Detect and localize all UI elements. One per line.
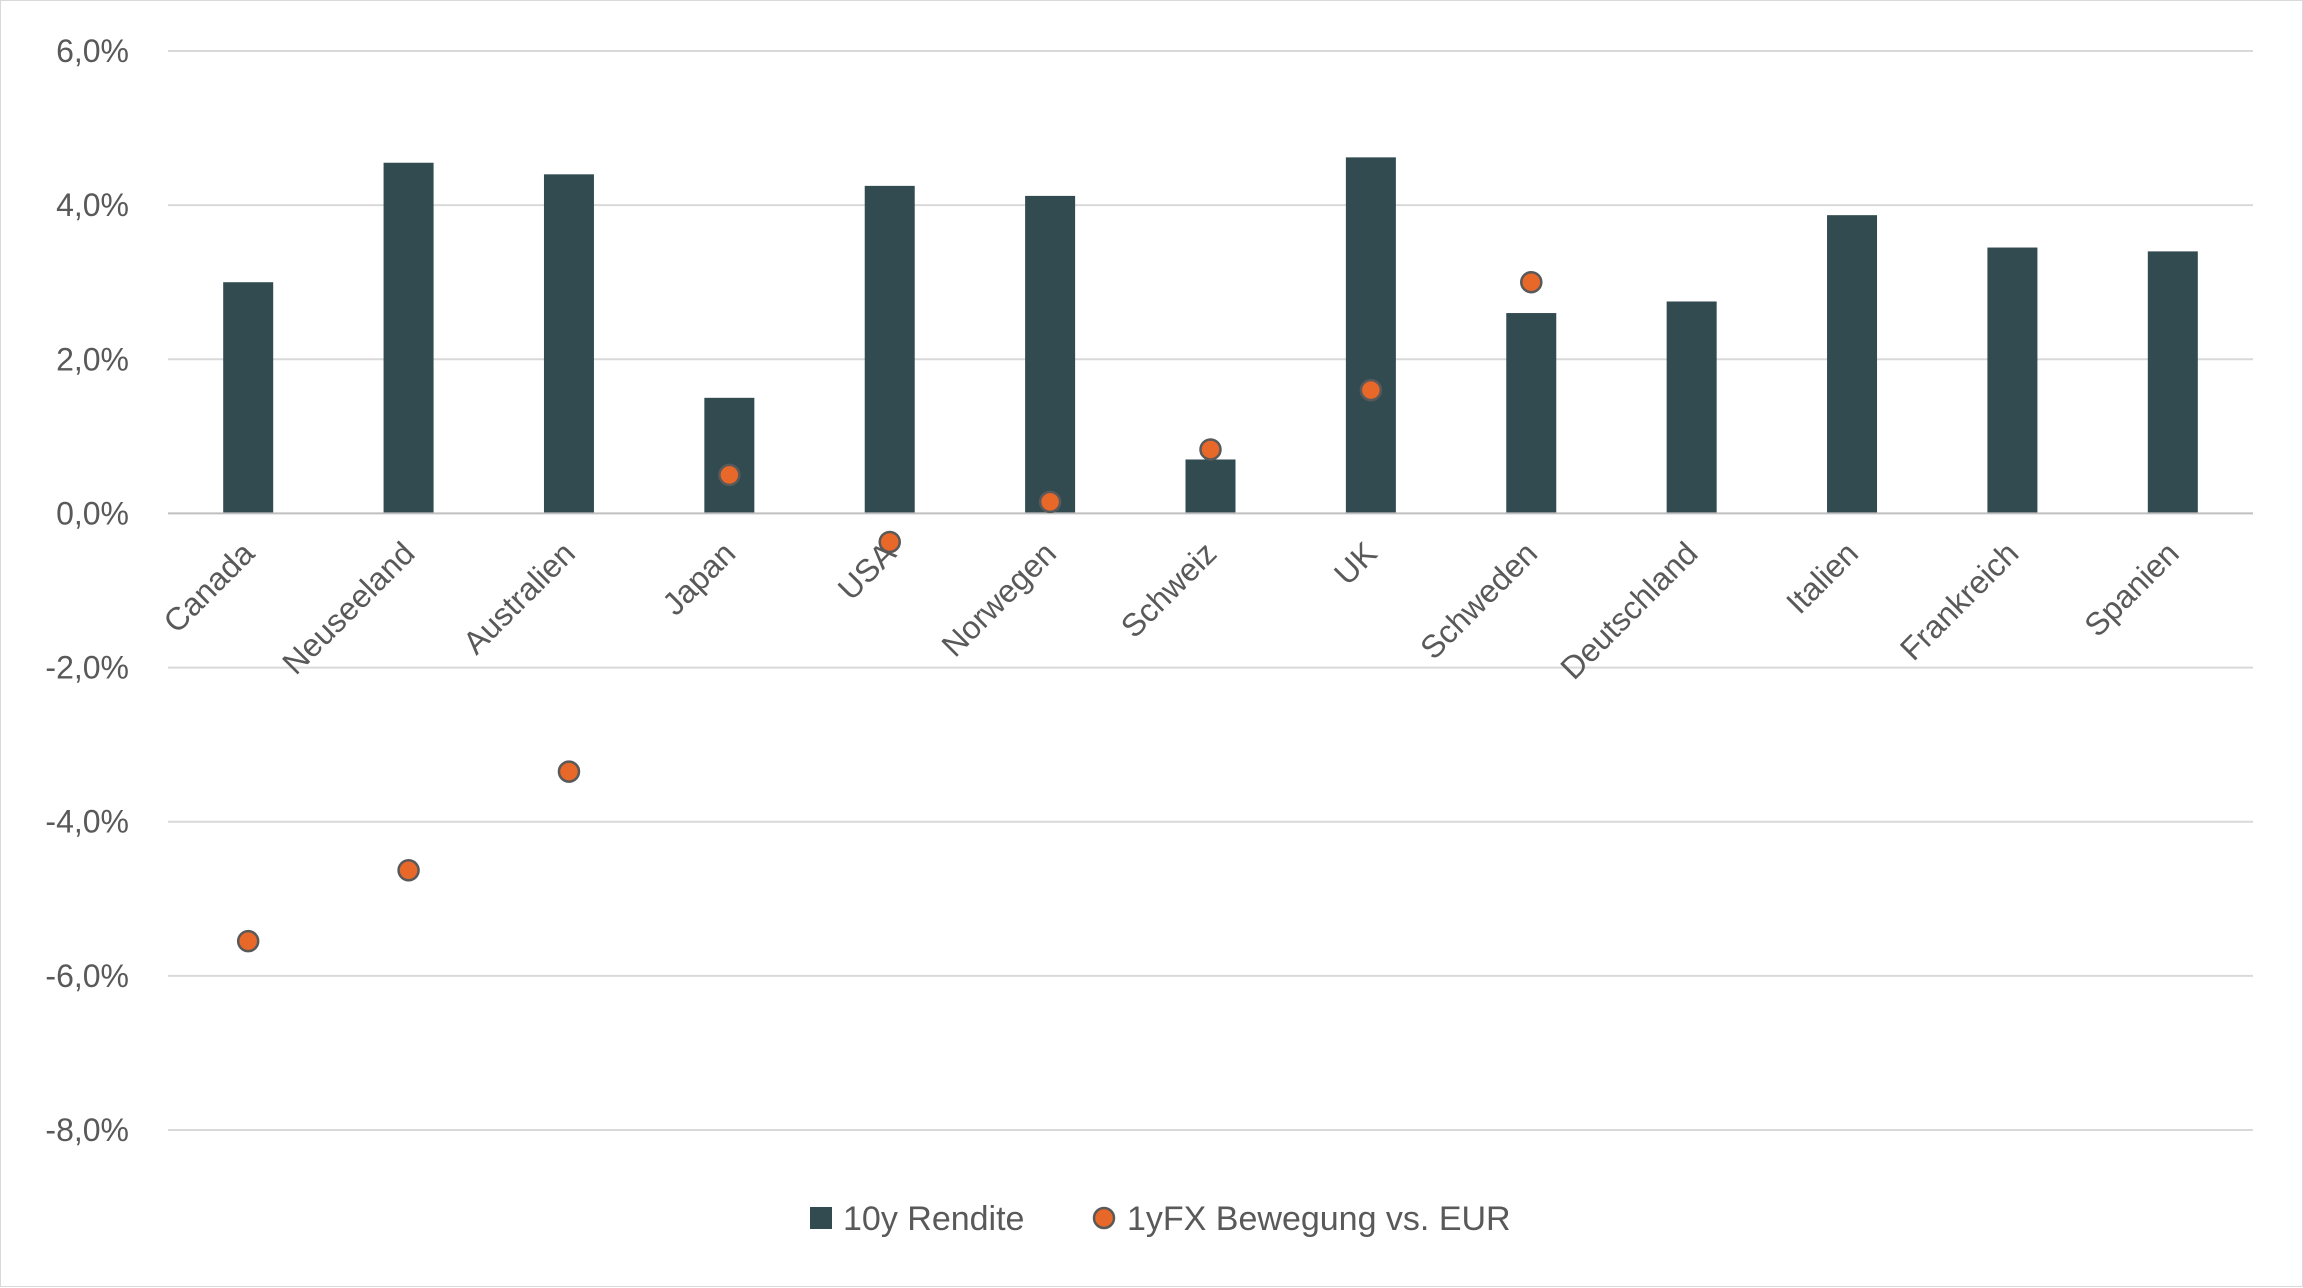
bar — [1506, 313, 1557, 514]
scatter-point — [236, 929, 260, 953]
bar — [704, 397, 755, 514]
legend-label-dot: 1yFX Bewegung vs. EUR — [1127, 1200, 1511, 1238]
legend-label-bar: 10y Rendite — [843, 1200, 1024, 1238]
x-axis-category-labels: Canada Neuseeland Australien Japan USA Norweg… — [156, 534, 2185, 686]
scatter-series — [236, 270, 1543, 953]
scatter-point — [718, 463, 741, 487]
y-tick-label: -8,0% — [45, 1112, 129, 1148]
bar-series — [223, 157, 2198, 514]
scatter-point — [397, 859, 420, 882]
y-axis-tick-labels: 6,0% 4,0% 2,0% 0,0% -2,0% -4,0% -6,0% -8,0% — [45, 33, 129, 1148]
bar — [1185, 459, 1236, 514]
category-label: Schweiz — [1114, 535, 1224, 645]
bar — [543, 174, 594, 514]
bar — [1987, 247, 2038, 514]
y-tick-label: -2,0% — [45, 650, 129, 686]
bar — [2147, 251, 2198, 514]
legend-swatch-bar — [810, 1207, 832, 1229]
bar — [383, 162, 434, 514]
scatter-point — [1520, 270, 1543, 294]
gridlines — [168, 50, 2253, 1131]
bar — [1827, 215, 1878, 514]
bar — [864, 185, 915, 514]
y-tick-label: 4,0% — [56, 187, 129, 223]
category-label: UK — [1327, 535, 1384, 592]
scatter-point — [557, 760, 581, 783]
category-label: Norwegen — [934, 535, 1063, 664]
category-label: Japan — [655, 535, 742, 622]
scatter-point — [1038, 490, 1062, 514]
bar — [1666, 301, 1717, 514]
category-label: Deutschland — [1553, 535, 1704, 686]
y-tick-label: -4,0% — [45, 804, 129, 840]
scatter-point — [1359, 378, 1383, 402]
y-tick-label: 6,0% — [56, 33, 129, 69]
legend: 10y Rendite 1yFX Bewegung vs. EUR — [810, 1200, 1511, 1238]
category-label: Spanien — [2077, 535, 2185, 643]
category-label: Schweden — [1413, 535, 1544, 666]
y-tick-label: 2,0% — [56, 341, 129, 377]
category-label: Australien — [456, 535, 582, 661]
category-label: Neuseeland — [275, 535, 421, 681]
scatter-point — [878, 530, 901, 554]
y-tick-label: 0,0% — [56, 495, 129, 531]
scatter-point — [1199, 438, 1222, 461]
bar — [223, 282, 274, 514]
category-label: Canada — [156, 535, 261, 640]
category-label: Italien — [1779, 535, 1865, 621]
bar — [1025, 195, 1076, 514]
y-tick-label: -6,0% — [45, 958, 129, 994]
legend-swatch-dot — [1092, 1206, 1116, 1230]
category-label: Frankreich — [1893, 535, 2025, 667]
bar — [1345, 157, 1396, 514]
